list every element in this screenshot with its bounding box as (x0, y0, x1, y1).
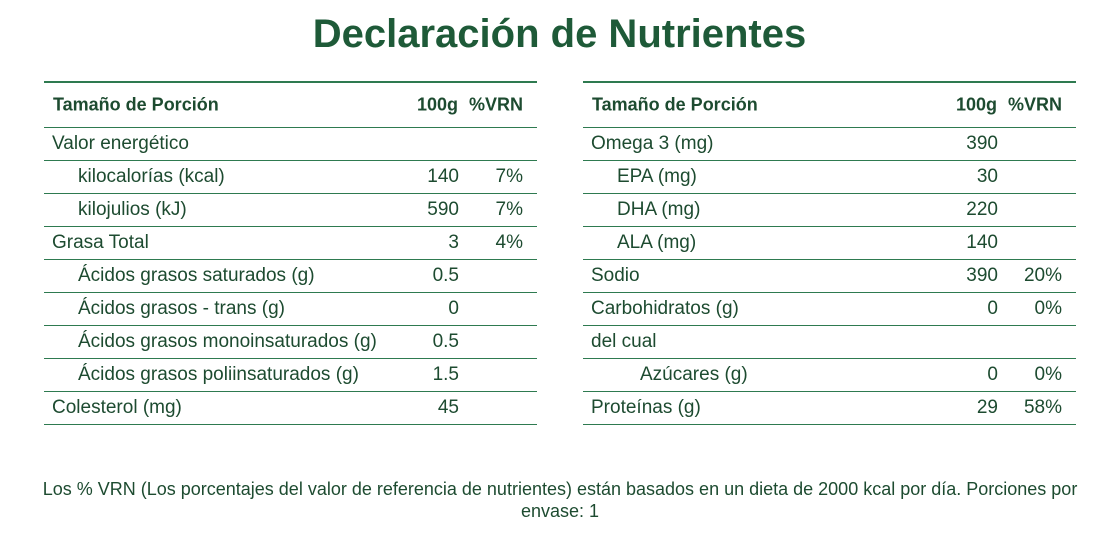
row-label: Carbohidratos (g) (591, 298, 739, 319)
header-label: Tamaño de Porción (592, 94, 758, 115)
table-row: Valor energético (44, 128, 537, 161)
row-label: Azúcares (g) (640, 364, 748, 385)
row-label: kilocalorías (kcal) (78, 166, 225, 187)
row-label: del cual (591, 331, 657, 352)
table-row: DHA (mg) 220 (583, 194, 1076, 227)
row-amount: 0 (987, 298, 998, 319)
row-amount: 45 (437, 397, 459, 418)
table-row: Omega 3 (mg) 390 (583, 128, 1076, 161)
header-label: Tamaño de Porción (53, 94, 219, 115)
row-label: EPA (mg) (617, 166, 697, 187)
row-label: Ácidos grasos poliinsaturados (g) (78, 364, 359, 385)
row-amount: 3 (448, 232, 459, 253)
row-amount: 590 (427, 199, 459, 220)
row-label: DHA (mg) (617, 199, 701, 220)
row-vrn: 4% (495, 232, 523, 253)
row-amount: 0.5 (432, 265, 459, 286)
row-amount: 0.5 (432, 331, 459, 352)
row-label: Omega 3 (mg) (591, 133, 714, 154)
nutrition-table: Tamaño de Porción 100g %VRN Valor energétic… (44, 81, 537, 425)
table-row: Grasa Total 3 4% (44, 227, 537, 260)
table-row: EPA (mg) 30 (583, 161, 1076, 194)
row-label: ALA (mg) (617, 232, 697, 253)
row-amount: 390 (966, 265, 998, 286)
title: Declaración de Nutrientes (312, 12, 807, 56)
table-row: Ácidos grasos - trans (g) 0 (44, 293, 537, 326)
table-row: Sodio 390 20% (583, 260, 1076, 293)
row-label: Valor energético (52, 133, 189, 154)
table-row: Ácidos grasos saturados (g) 0.5 (44, 260, 537, 293)
row-vrn: 0% (1034, 298, 1062, 319)
header-row: Tamaño de Porción 100g %VRN (44, 83, 537, 128)
table-row: kilocalorías (kcal) 140 7% (44, 161, 537, 194)
row-amount: 220 (966, 199, 998, 220)
table-row: Ácidos grasos monoinsaturados (g) 0.5 (44, 326, 537, 359)
row-label: Sodio (591, 265, 640, 286)
row-label: Ácidos grasos saturados (g) (78, 265, 315, 286)
header-vrn: %VRN (468, 94, 523, 115)
row-label: Proteínas (g) (591, 397, 701, 418)
table-row: del cual (583, 326, 1076, 359)
row-label: Ácidos grasos - trans (g) (78, 298, 285, 319)
row-label: Ácidos grasos monoinsaturados (g) (78, 331, 377, 352)
row-amount: 30 (976, 166, 998, 187)
row-amount: 140 (966, 232, 998, 253)
row-vrn: 0% (1034, 364, 1062, 385)
row-label: kilojulios (kJ) (78, 199, 187, 220)
row-label: Grasa Total (52, 232, 149, 253)
table-row: Carbohidratos (g) 0 0% (583, 293, 1076, 326)
nutrition-table: Tamaño de Porción 100g %VRN Omega 3 (mg) 390… (583, 81, 1076, 425)
row-vrn: 20% (1023, 265, 1062, 286)
table-row: Proteínas (g) 29 58% (583, 392, 1076, 425)
footnote: Los % VRN (Los porcentajes del valor de … (42, 479, 1078, 521)
row-amount: 29 (976, 397, 998, 418)
header-amount: 100g (955, 94, 997, 115)
row-vrn: 7% (495, 199, 523, 220)
header-amount: 100g (416, 94, 458, 115)
row-vrn: 58% (1023, 397, 1062, 418)
header-row: Tamaño de Porción 100g %VRN (583, 83, 1076, 128)
table-row: Ácidos grasos poliinsaturados (g) 1.5 (44, 359, 537, 392)
row-amount: 140 (427, 166, 459, 187)
table-row: Azúcares (g) 0 0% (583, 359, 1076, 392)
row-amount: 0 (448, 298, 459, 319)
row-amount: 0 (987, 364, 998, 385)
row-amount: 1.5 (432, 364, 459, 385)
row-vrn: 7% (495, 166, 523, 187)
table-row: Colesterol (mg) 45 (44, 392, 537, 425)
header-vrn: %VRN (1007, 94, 1062, 115)
row-amount: 390 (966, 133, 998, 154)
row-label: Colesterol (mg) (52, 397, 182, 418)
table-row: ALA (mg) 140 (583, 227, 1076, 260)
table-row: kilojulios (kJ) 590 7% (44, 194, 537, 227)
